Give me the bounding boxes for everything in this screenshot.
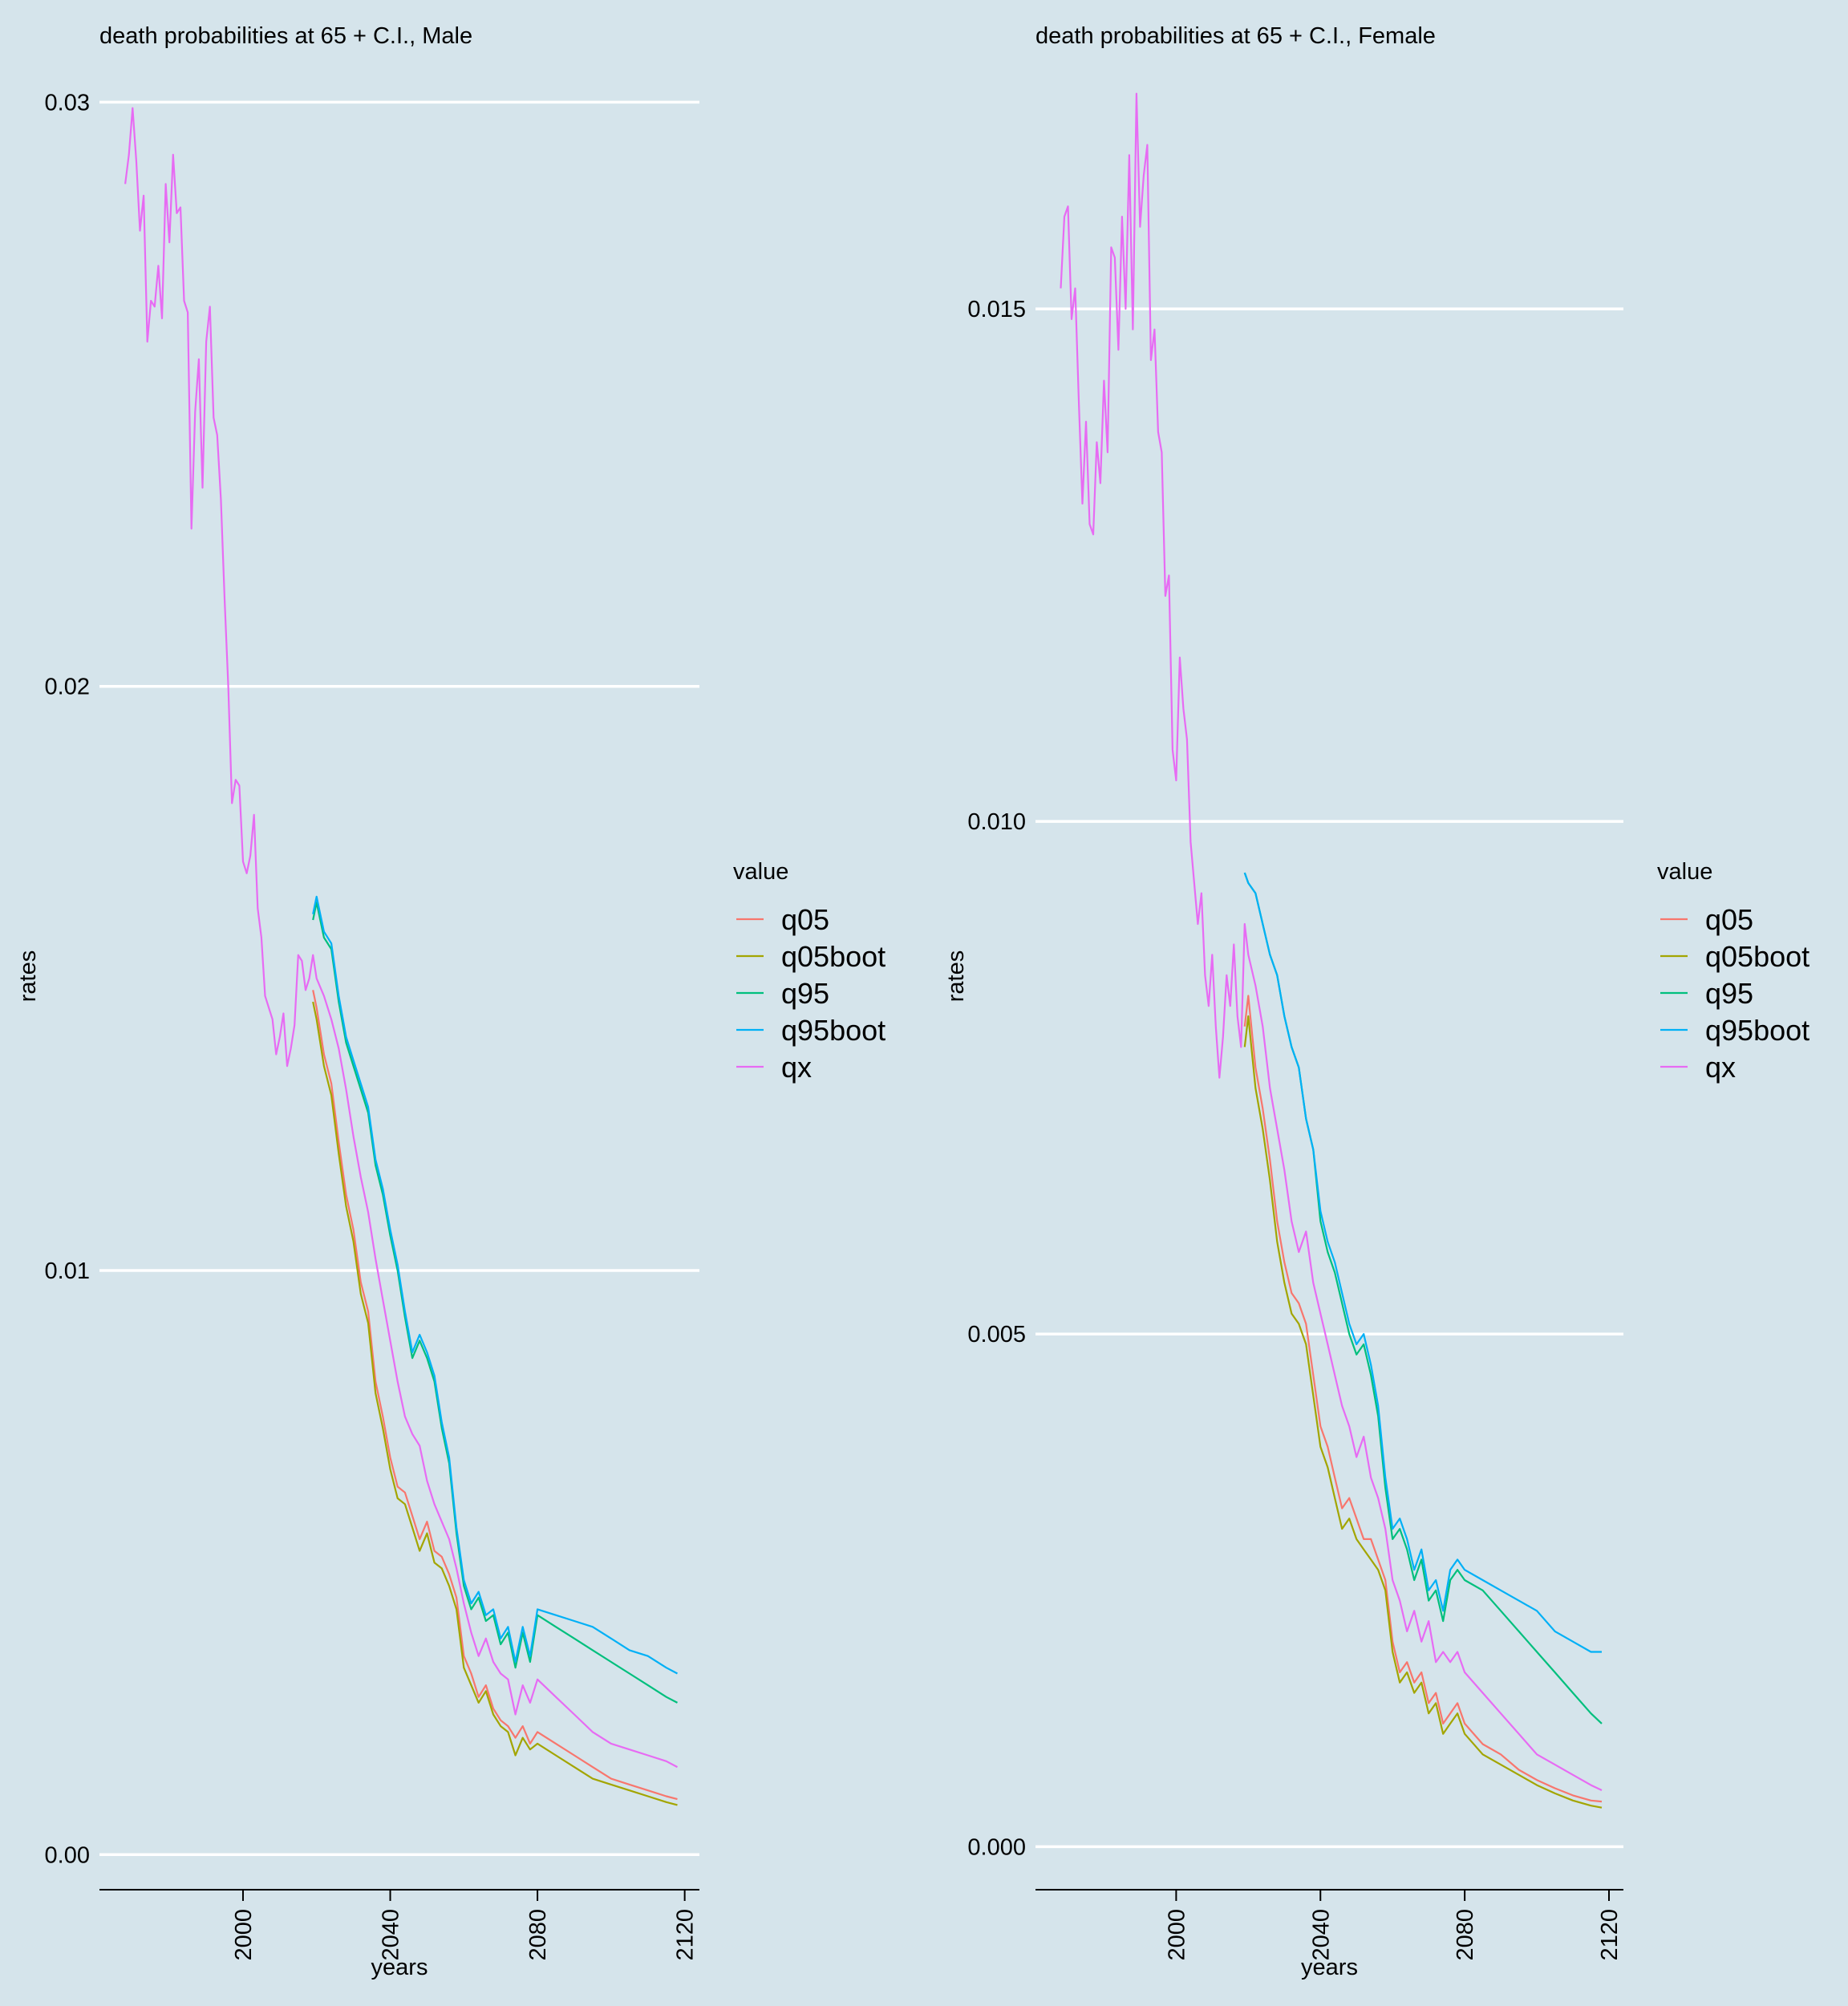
female-series-line-q05: [1243, 995, 1603, 1803]
female-legend-label-qx: qx: [1705, 1051, 1736, 1084]
male-y-axis-title: rates: [15, 950, 41, 1002]
male-legend-label-qx: qx: [781, 1051, 812, 1084]
female-series-line-q05boot: [1243, 1015, 1603, 1809]
female-panel: death probabilities at 65 + C.I., Female…: [943, 23, 1810, 1980]
female-x-tick-label: 2000: [1164, 1909, 1189, 1961]
female-chart-title: death probabilities at 65 + C.I., Female: [1035, 23, 1436, 49]
male-x-tick-label: 2080: [525, 1909, 551, 1961]
male-series-line-q95boot: [312, 895, 679, 1675]
female-x-tick-label: 2120: [1597, 1909, 1623, 1961]
female-x-axis-title: years: [1301, 1955, 1358, 1980]
male-legend: value q05 q05boot q95 q95boot qx: [733, 859, 886, 1084]
male-panel: death probabilities at 65 + C.I., Male 0.…: [15, 23, 886, 1980]
female-y-axis-title: rates: [943, 950, 969, 1002]
male-legend-title: value: [733, 859, 788, 885]
male-legend-label-q95boot: q95boot: [781, 1014, 886, 1047]
male-series-line-q05boot: [312, 1001, 678, 1806]
male-x-tick-label: 2120: [673, 1909, 699, 1961]
male-x-tick-label: 2040: [379, 1909, 404, 1961]
male-x-tick-label: 2000: [231, 1909, 257, 1961]
male-y-tick-label: 0.00: [45, 1842, 90, 1868]
female-series-line-qx: [1060, 92, 1603, 1791]
female-legend: value q05 q05boot q95 q95boot qx: [1657, 859, 1810, 1084]
female-legend-label-q95boot: q95boot: [1705, 1014, 1810, 1047]
female-x-tick-label: 2040: [1308, 1909, 1334, 1961]
female-x-tick-label: 2080: [1453, 1909, 1478, 1961]
female-y-tick-label: 0.015: [967, 297, 1026, 322]
female-y-tick-label: 0.010: [967, 809, 1026, 835]
male-y-tick-label: 0.03: [45, 90, 90, 115]
male-legend-label-q95: q95: [781, 977, 829, 1010]
male-series-line-q95: [312, 902, 679, 1704]
male-legend-label-q05boot: q05boot: [781, 940, 886, 973]
male-x-axis-title: years: [371, 1955, 428, 1980]
male-series-line-q05: [312, 990, 678, 1801]
female-legend-title: value: [1657, 859, 1712, 885]
female-legend-label-q05boot: q05boot: [1705, 940, 1810, 973]
male-series-line-qx: [124, 107, 679, 1769]
male-y-tick-label: 0.01: [45, 1258, 90, 1284]
female-legend-label-q05: q05: [1705, 903, 1753, 936]
female-series-line-q95: [1243, 872, 1603, 1724]
female-legend-label-q95: q95: [1705, 977, 1753, 1010]
female-y-tick-label: 0.005: [967, 1322, 1026, 1347]
male-chart-title: death probabilities at 65 + C.I., Male: [99, 23, 472, 49]
female-y-tick-label: 0.000: [967, 1834, 1026, 1860]
male-y-tick-label: 0.02: [45, 675, 90, 700]
female-series-line-q95boot: [1243, 872, 1602, 1653]
male-legend-label-q05: q05: [781, 903, 829, 936]
